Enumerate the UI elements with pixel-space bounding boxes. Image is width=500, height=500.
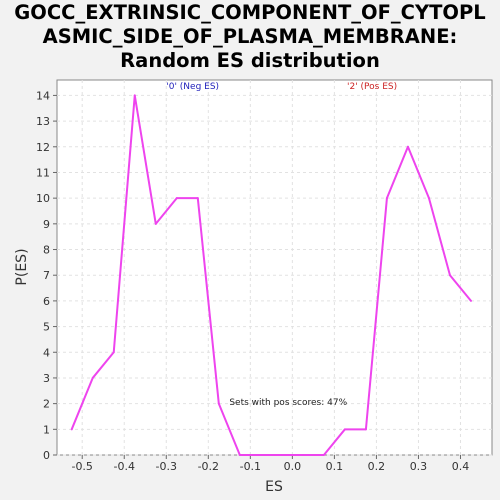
y-tick-label: 8 xyxy=(43,244,50,257)
x-tick-label: -0.3 xyxy=(156,460,177,473)
data-point xyxy=(259,454,262,456)
y-tick-label: 9 xyxy=(43,218,50,231)
chart-title-line-1: GOCC_EXTRINSIC_COMPONENT_OF_CYTOPL xyxy=(14,1,486,24)
x-tick-label: 0.1 xyxy=(326,460,344,473)
y-tick-label: 4 xyxy=(43,346,50,359)
y-tick-label: 13 xyxy=(36,115,50,128)
data-point xyxy=(154,222,157,225)
y-tick-label: 1 xyxy=(43,423,50,436)
y-tick-label: 10 xyxy=(36,192,50,205)
grid-lines xyxy=(57,80,492,456)
data-point xyxy=(91,376,94,379)
x-tick-label: 0.4 xyxy=(452,460,470,473)
x-axis-label: ES xyxy=(265,479,283,495)
annotations-layer: '0' (Neg ES) '2' (Pos ES) Sets with pos sc… xyxy=(166,82,397,408)
data-point xyxy=(112,351,115,354)
y-tick-label: 12 xyxy=(36,141,50,154)
y-tick-label: 11 xyxy=(36,166,50,179)
y-axis-label: P(ES) xyxy=(14,248,30,285)
y-tick-label: 14 xyxy=(36,89,50,102)
chart-annotation: '0' (Neg ES) xyxy=(166,82,219,92)
data-point xyxy=(196,197,199,200)
data-point xyxy=(217,402,220,405)
data-point xyxy=(322,454,325,456)
data-point xyxy=(427,197,430,200)
x-tick-label: 0.3 xyxy=(410,460,428,473)
data-point xyxy=(469,299,472,302)
x-tick-label: -0.1 xyxy=(240,460,261,473)
x-tick-label: -0.2 xyxy=(198,460,219,473)
data-point xyxy=(70,428,73,431)
data-point xyxy=(133,94,136,97)
chart-title-line-3: Random ES distribution xyxy=(120,49,380,72)
axes: -0.5 -0.4 -0.3 -0.2 -0.1 0.0 0.1 0.2 0.3 0.401234… xyxy=(36,89,469,473)
y-tick-label: 0 xyxy=(43,449,50,462)
data-point xyxy=(301,454,304,456)
series-line xyxy=(70,94,472,456)
series-layer xyxy=(70,94,472,456)
data-point xyxy=(343,428,346,431)
y-tick-label: 3 xyxy=(43,372,50,385)
x-tick-label: -0.5 xyxy=(71,460,92,473)
chart-annotation: Sets with pos scores: 47% xyxy=(229,398,347,408)
x-tick-label: 0.2 xyxy=(368,460,386,473)
data-point xyxy=(448,274,451,277)
data-point xyxy=(385,197,388,200)
y-tick-label: 7 xyxy=(43,269,50,282)
data-point xyxy=(175,197,178,200)
chart-annotation: '2' (Pos ES) xyxy=(347,82,397,92)
data-point xyxy=(364,428,367,431)
data-point xyxy=(406,145,409,148)
x-tick-label: 0.0 xyxy=(284,460,302,473)
y-tick-label: 5 xyxy=(43,321,50,334)
chart-title-line-2: ASMIC_SIDE_OF_PLASMA_MEMBRANE: xyxy=(42,25,458,48)
data-point xyxy=(238,454,241,456)
data-point xyxy=(280,454,283,456)
y-tick-label: 6 xyxy=(43,295,50,308)
plot-area xyxy=(56,79,493,456)
x-tick-label: -0.4 xyxy=(114,460,135,473)
y-tick-label: 2 xyxy=(43,398,50,411)
